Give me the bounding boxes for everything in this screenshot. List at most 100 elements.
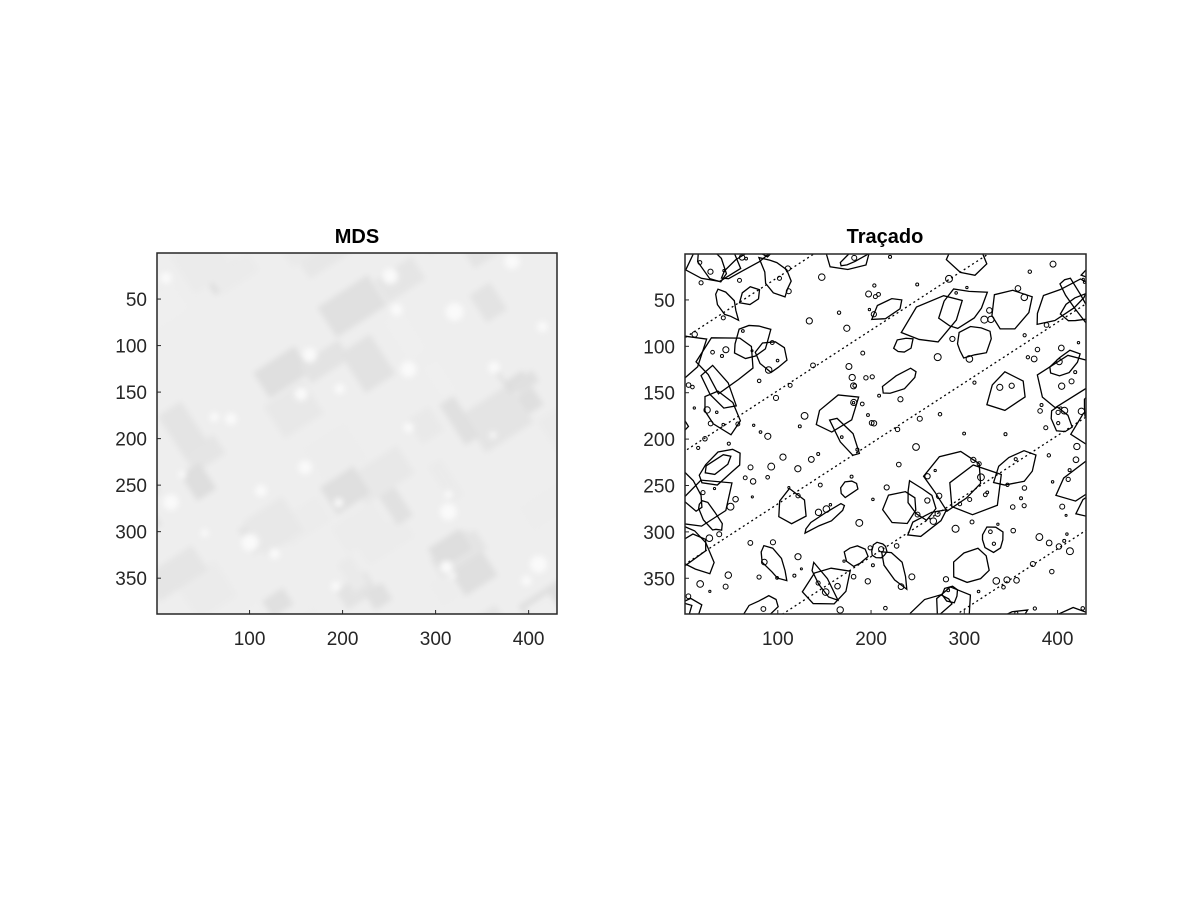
tracado-edge-speckle	[698, 280, 704, 286]
tracado-edge-speckle	[988, 529, 993, 535]
tracado-edge-speckle	[1013, 577, 1020, 584]
mds-texture-block	[60, 436, 89, 468]
mds-texture-block	[48, 509, 114, 572]
tracado-edge-speckle	[1059, 503, 1066, 510]
mds-ytick-label-4: 250	[115, 476, 147, 497]
tracado-building-outline	[892, 337, 914, 353]
tracado-building-outline	[1082, 152, 1136, 194]
mds-texture-block	[422, 359, 457, 400]
tracado-edge-speckle	[1055, 543, 1063, 550]
mds-ytick-label-6: 350	[115, 569, 147, 590]
tracado-building-outline	[811, 560, 840, 602]
tracado-edge-speckle	[868, 420, 875, 426]
tracado-edge-speckle	[1009, 504, 1016, 510]
tracado-building-outline	[1079, 254, 1086, 280]
tracado-edge-speckle	[883, 605, 888, 611]
tracado-building-outline	[824, 649, 905, 726]
tracado-edge-speckle	[945, 274, 953, 283]
tracado-edge-speckle	[871, 497, 875, 502]
tracado-building-outline	[1174, 319, 1200, 363]
tracado-building-outline	[900, 295, 964, 343]
tracado-edge-speckle	[737, 277, 742, 283]
tracado-edge-speckle	[916, 415, 923, 422]
tracado-ytick-label-0: 50	[654, 291, 675, 312]
tracado-ytick-label-4: 250	[643, 476, 675, 497]
tracado-building-outline	[700, 364, 738, 409]
mds-texture-block	[336, 555, 369, 593]
tracado-edge-speckle	[744, 256, 748, 261]
mds-x-ticks: 100 200 300 400	[234, 629, 545, 650]
tracado-ytick-label-2: 150	[643, 384, 675, 405]
tracado-edge-speckle	[1068, 378, 1075, 385]
mds-texture-block	[95, 586, 157, 641]
mds-xtick-label-2: 300	[420, 629, 452, 650]
tracado-edge-speckle	[708, 589, 712, 593]
tracado-building-outline	[974, 90, 1028, 140]
tracado-edge-speckle	[749, 478, 757, 485]
mds-texture-block	[413, 0, 476, 34]
tracado-edge-speckle	[1065, 547, 1074, 556]
mds-texture-spot	[403, 422, 414, 433]
tracado-edge-speckle	[951, 524, 960, 533]
tracado-building-outline	[1059, 292, 1086, 322]
tracado-building-outline	[1089, 448, 1142, 513]
tracado-edge-speckle	[799, 567, 803, 571]
tracado-building-outline	[870, 297, 903, 321]
mds-texture-block	[378, 486, 414, 526]
tracado-building-outline	[936, 586, 972, 614]
tracado-x-ticks: 100 200 300 400	[762, 629, 1073, 650]
tracado-edge-speckle	[924, 497, 931, 504]
mds-texture-block	[243, 761, 300, 806]
tracado-building-outline	[707, 694, 766, 758]
tracado-edge-speckle	[1029, 560, 1036, 568]
tracado-building-outline	[1055, 460, 1086, 502]
tracado-edge-speckle	[888, 254, 893, 259]
tracado-edge-speckle	[894, 426, 901, 433]
mds-texture-block	[477, 191, 522, 236]
tracado-street-edge	[703, 407, 1086, 614]
tracado-edge-speckle	[807, 455, 815, 463]
tracado-edge-speckle	[1072, 456, 1080, 464]
tracado-edge-speckle	[1062, 538, 1067, 543]
tracado-edge-speckle	[756, 378, 762, 384]
mds-texture-spot	[209, 412, 219, 422]
tracado-edge-speckle	[735, 421, 741, 427]
mds-texture-block	[96, 204, 154, 250]
tracado-edge-speckle	[784, 265, 791, 272]
tracado-edge-speckle	[765, 474, 770, 480]
tracado-building-outline	[1036, 354, 1086, 409]
tracado-edge-speckle	[972, 380, 977, 385]
mds-texture-block	[360, 675, 388, 700]
mds-texture-block	[369, 32, 417, 85]
mds-texture-block	[479, 664, 524, 703]
mds-texture-block	[427, 458, 465, 504]
mds-texture-block	[257, 795, 306, 837]
tracado-edge-speckle	[732, 495, 739, 503]
tracado-xtick-label-2: 300	[948, 629, 980, 650]
tracado-edge-speckle	[1021, 503, 1027, 509]
tracado-edge-speckle	[864, 578, 871, 585]
tracado-edge-speckle	[877, 393, 882, 398]
mds-texture-block	[221, 701, 264, 744]
tracado-edge-speckle	[703, 406, 711, 414]
mds-texture-block	[182, 434, 226, 474]
tracado-y-ticks: 50 100 150 200 250 300 350	[643, 291, 675, 590]
tracado-building-outline	[1050, 406, 1073, 433]
mds-texture-spot	[445, 302, 464, 321]
tracado-building-outline	[598, 415, 618, 432]
tracado-building-outline	[971, 672, 1024, 737]
mds-ytick-label-0: 50	[126, 290, 147, 311]
tracado-edge-speckle	[977, 473, 985, 482]
tracado-edge-speckle	[1045, 539, 1053, 547]
tracado-building-outline	[981, 526, 1004, 554]
mds-texture-block	[293, 773, 350, 824]
tracado-edge-speckle	[1039, 403, 1044, 408]
mds-texture-block	[450, 99, 498, 142]
mds-texture-block	[469, 282, 508, 323]
tracado-edge-speckle	[962, 431, 967, 436]
tracado-street-edge	[685, 254, 1068, 461]
mds-texture-block	[0, 418, 23, 455]
tracado-building-outline	[945, 254, 988, 276]
tracado-edge-speckle	[764, 366, 773, 374]
mds-texture-block	[263, 380, 325, 439]
